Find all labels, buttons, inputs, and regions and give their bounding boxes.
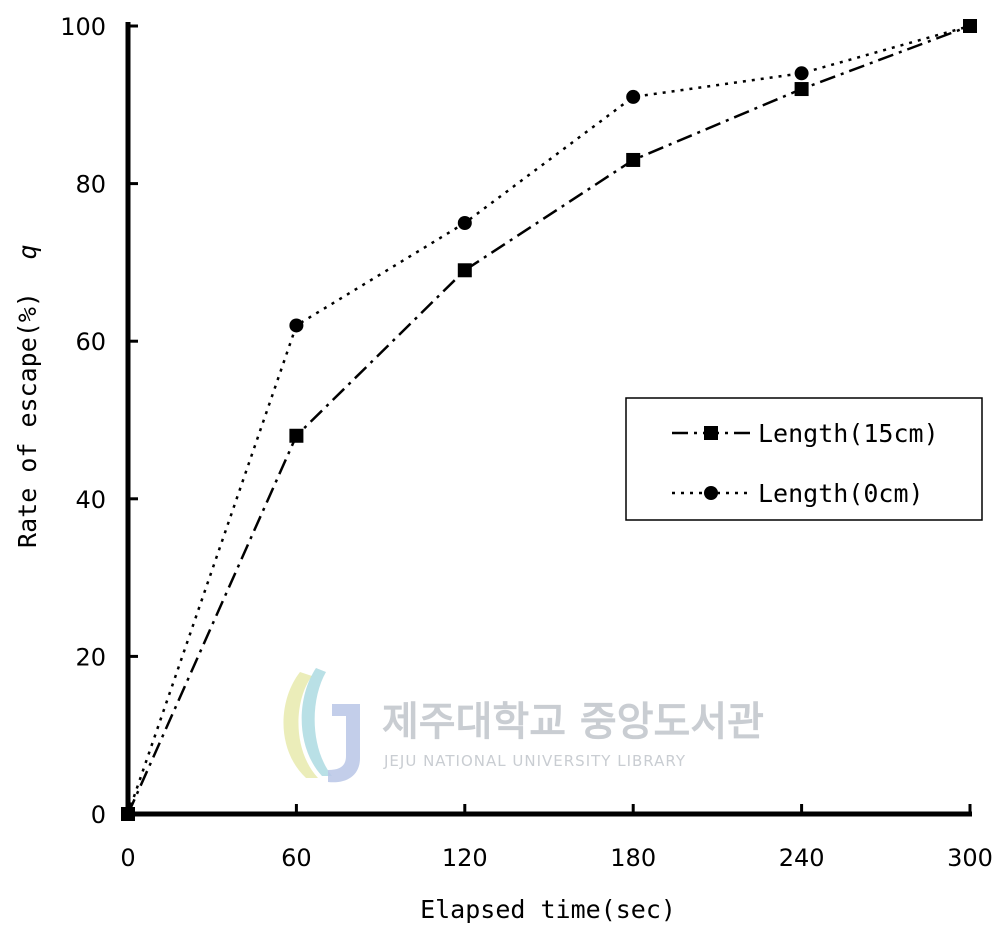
series-layer [121, 19, 977, 821]
y-tick-label: 40 [75, 486, 106, 514]
x-axis-title: Elapsed time(sec) [420, 895, 676, 924]
data-point [289, 428, 304, 443]
y-axis-annotation: q [13, 244, 42, 259]
legend-entry: Length(0cm) [672, 479, 924, 508]
watermark-title: 제주대학교 중앙도서관 [382, 699, 764, 745]
legend-box [625, 397, 983, 521]
data-point [794, 82, 809, 97]
y-tick-label: 80 [75, 171, 106, 199]
y-axis-ticks: 0 20 40 60 80 100 [60, 13, 138, 829]
data-point [794, 66, 809, 81]
watermark-logo-letter-icon [328, 704, 360, 783]
data-point [626, 152, 641, 167]
x-axis-ticks: 0 60 120 180 240 300 [120, 804, 993, 872]
x-tick-label: 0 [120, 844, 135, 872]
data-point [626, 89, 641, 104]
y-tick-label: 100 [60, 13, 106, 41]
x-tick-label: 300 [947, 844, 993, 872]
data-point [289, 318, 304, 333]
legend-marker [704, 426, 718, 440]
y-tick-label: 20 [75, 643, 106, 671]
legend-entry: Length(15cm) [672, 419, 939, 448]
data-point [457, 216, 472, 230]
series-2 [126, 19, 977, 815]
watermark-subtitle: JEJU NATIONAL UNIVERSITY LIBRARY [383, 752, 686, 770]
x-tick-label: 60 [281, 844, 312, 872]
series-line [126, 24, 971, 815]
y-axis-title: Rate of escape(%) [13, 292, 42, 548]
legend-label: Length(15cm) [758, 419, 939, 448]
legend: Length(15cm) Length(0cm) [625, 397, 983, 521]
legend-marker [704, 486, 718, 500]
data-point [457, 263, 472, 278]
y-tick-label: 60 [75, 328, 106, 356]
legend-label: Length(0cm) [758, 479, 924, 508]
x-tick-label: 180 [610, 844, 656, 872]
series-line [126, 24, 971, 815]
watermark-logo-leaf-icon [283, 672, 318, 778]
data-point [121, 807, 135, 821]
x-tick-label: 240 [779, 844, 825, 872]
y-tick-label: 0 [91, 801, 106, 829]
x-tick-label: 120 [442, 844, 488, 872]
watermark: 제주대학교 중앙도서관 JEJU NATIONAL UNIVERSITY LIB… [283, 668, 764, 783]
watermark-logo-wave-icon [301, 668, 332, 776]
data-point [963, 19, 977, 33]
